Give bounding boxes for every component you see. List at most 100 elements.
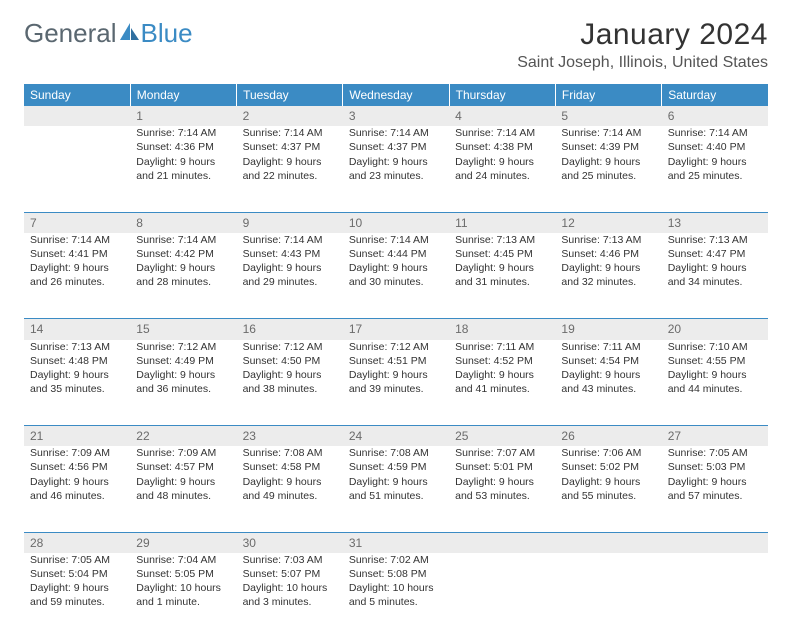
day-info-line: Sunrise: 7:14 AM — [349, 126, 443, 140]
day-info-line: Daylight: 9 hours — [668, 475, 762, 489]
day-cell: Sunrise: 7:09 AMSunset: 4:57 PMDaylight:… — [130, 446, 236, 532]
day-info-line: Sunset: 4:37 PM — [349, 140, 443, 154]
day-cell: Sunrise: 7:11 AMSunset: 4:52 PMDaylight:… — [449, 340, 555, 426]
day-cell: Sunrise: 7:13 AMSunset: 4:48 PMDaylight:… — [24, 340, 130, 426]
location-text: Saint Joseph, Illinois, United States — [517, 54, 768, 72]
day-info-line: Sunrise: 7:12 AM — [243, 340, 337, 354]
brand-logo: General Blue — [24, 18, 193, 49]
day-info-line: Daylight: 9 hours — [136, 368, 230, 382]
day-info-line: Daylight: 9 hours — [136, 261, 230, 275]
day-number-row: 123456 — [24, 106, 768, 126]
day-info-line: Sunrise: 7:14 AM — [668, 126, 762, 140]
day-info-line: and 43 minutes. — [561, 382, 655, 396]
day-number: 2 — [237, 106, 343, 126]
day-number: 3 — [343, 106, 449, 126]
day-info-line: Sunrise: 7:13 AM — [30, 340, 124, 354]
day-number: 23 — [237, 426, 343, 447]
day-cell: Sunrise: 7:07 AMSunset: 5:01 PMDaylight:… — [449, 446, 555, 532]
day-number: 17 — [343, 319, 449, 340]
day-info-line: Daylight: 9 hours — [349, 475, 443, 489]
day-cell: Sunrise: 7:14 AMSunset: 4:39 PMDaylight:… — [555, 126, 661, 212]
day-cell: Sunrise: 7:14 AMSunset: 4:37 PMDaylight:… — [237, 126, 343, 212]
day-info-line: Sunrise: 7:05 AM — [668, 446, 762, 460]
day-info-line: Daylight: 10 hours — [243, 581, 337, 595]
day-number-row: 14151617181920 — [24, 319, 768, 340]
day-info-line: Sunset: 4:40 PM — [668, 140, 762, 154]
day-number: 6 — [662, 106, 768, 126]
day-cell: Sunrise: 7:05 AMSunset: 5:03 PMDaylight:… — [662, 446, 768, 532]
day-cell — [449, 553, 555, 639]
day-content-row: Sunrise: 7:13 AMSunset: 4:48 PMDaylight:… — [24, 340, 768, 426]
day-info-line: Daylight: 9 hours — [136, 155, 230, 169]
day-number-row: 28293031 — [24, 532, 768, 553]
day-info-line: Sunset: 4:56 PM — [30, 460, 124, 474]
weekday-header: Sunday — [24, 84, 130, 106]
day-info-line: Sunset: 4:51 PM — [349, 354, 443, 368]
day-info-line: and 57 minutes. — [668, 489, 762, 503]
day-info-line: and 25 minutes. — [561, 169, 655, 183]
day-info-line: Sunset: 5:04 PM — [30, 567, 124, 581]
weekday-header: Monday — [130, 84, 236, 106]
day-info-line: Sunrise: 7:14 AM — [455, 126, 549, 140]
day-info-line: Daylight: 9 hours — [243, 475, 337, 489]
day-info-line: Daylight: 9 hours — [243, 155, 337, 169]
day-info-line: Sunrise: 7:09 AM — [30, 446, 124, 460]
day-info-line: and 23 minutes. — [349, 169, 443, 183]
day-info-line: Sunrise: 7:10 AM — [668, 340, 762, 354]
weekday-header: Friday — [555, 84, 661, 106]
day-info-line: Sunrise: 7:14 AM — [136, 233, 230, 247]
day-info-line: Daylight: 9 hours — [349, 368, 443, 382]
weekday-header: Tuesday — [237, 84, 343, 106]
day-cell: Sunrise: 7:12 AMSunset: 4:50 PMDaylight:… — [237, 340, 343, 426]
day-info-line: Sunrise: 7:02 AM — [349, 553, 443, 567]
day-number-row: 78910111213 — [24, 212, 768, 233]
calendar-table: SundayMondayTuesdayWednesdayThursdayFrid… — [24, 84, 768, 639]
day-info-line: Sunset: 4:41 PM — [30, 247, 124, 261]
day-info-line: Sunset: 4:43 PM — [243, 247, 337, 261]
day-number: 5 — [555, 106, 661, 126]
day-number: 12 — [555, 212, 661, 233]
day-info-line: and 30 minutes. — [349, 275, 443, 289]
sail-icon — [119, 22, 141, 42]
month-title: January 2024 — [517, 18, 768, 52]
day-info-line: Daylight: 9 hours — [136, 475, 230, 489]
page-header: General Blue January 2024 Saint Joseph, … — [0, 0, 792, 78]
day-info-line: Sunset: 4:52 PM — [455, 354, 549, 368]
day-number: 22 — [130, 426, 236, 447]
day-info-line: Sunset: 4:44 PM — [349, 247, 443, 261]
day-number: 24 — [343, 426, 449, 447]
day-number: 26 — [555, 426, 661, 447]
day-info-line: Daylight: 9 hours — [349, 155, 443, 169]
day-info-line: Sunset: 4:42 PM — [136, 247, 230, 261]
day-info-line: Sunset: 4:57 PM — [136, 460, 230, 474]
day-cell: Sunrise: 7:14 AMSunset: 4:44 PMDaylight:… — [343, 233, 449, 319]
day-number: 20 — [662, 319, 768, 340]
day-info-line: and 51 minutes. — [349, 489, 443, 503]
title-block: January 2024 Saint Joseph, Illinois, Uni… — [517, 18, 768, 72]
day-info-line: Daylight: 9 hours — [30, 475, 124, 489]
day-info-line: and 59 minutes. — [30, 595, 124, 609]
day-cell — [555, 553, 661, 639]
day-content-row: Sunrise: 7:09 AMSunset: 4:56 PMDaylight:… — [24, 446, 768, 532]
calendar-body: 123456Sunrise: 7:14 AMSunset: 4:36 PMDay… — [24, 106, 768, 639]
day-info-line: Daylight: 9 hours — [30, 581, 124, 595]
day-cell: Sunrise: 7:13 AMSunset: 4:47 PMDaylight:… — [662, 233, 768, 319]
day-number: 15 — [130, 319, 236, 340]
day-cell: Sunrise: 7:08 AMSunset: 4:58 PMDaylight:… — [237, 446, 343, 532]
day-number: 14 — [24, 319, 130, 340]
day-info-line: Sunrise: 7:09 AM — [136, 446, 230, 460]
day-info-line: Sunrise: 7:05 AM — [30, 553, 124, 567]
day-info-line: Daylight: 9 hours — [455, 475, 549, 489]
day-info-line: Daylight: 9 hours — [668, 155, 762, 169]
day-info-line: Sunset: 4:58 PM — [243, 460, 337, 474]
day-info-line: and 26 minutes. — [30, 275, 124, 289]
day-info-line: and 48 minutes. — [136, 489, 230, 503]
day-info-line: Sunset: 4:49 PM — [136, 354, 230, 368]
weekday-header-row: SundayMondayTuesdayWednesdayThursdayFrid… — [24, 84, 768, 106]
day-info-line: Sunset: 4:54 PM — [561, 354, 655, 368]
day-info-line: and 36 minutes. — [136, 382, 230, 396]
day-info-line: Sunrise: 7:14 AM — [243, 233, 337, 247]
day-info-line: Sunset: 4:46 PM — [561, 247, 655, 261]
day-cell: Sunrise: 7:06 AMSunset: 5:02 PMDaylight:… — [555, 446, 661, 532]
day-number-empty — [449, 532, 555, 553]
